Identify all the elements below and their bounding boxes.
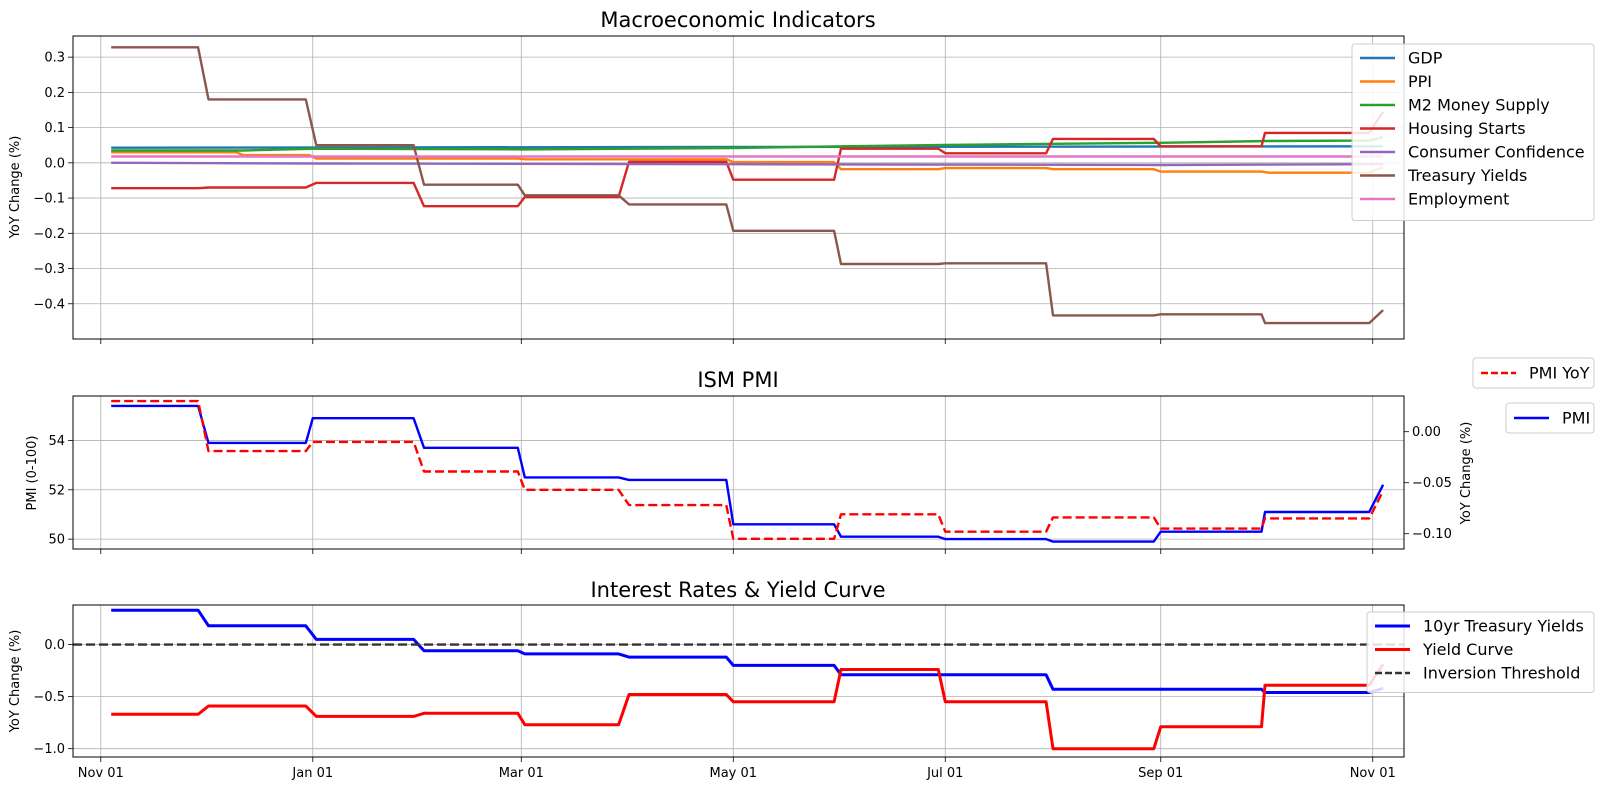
chart-title: Interest Rates & Yield Curve: [590, 578, 885, 602]
y-axis-label: YoY Change (%): [8, 630, 23, 734]
x-tick-label: Jul 01: [926, 766, 963, 781]
legend-box: [1366, 611, 1595, 693]
legend-box: [1472, 357, 1595, 389]
legend-label: Inversion Threshold: [1423, 664, 1580, 683]
legend-label: Employment: [1408, 190, 1509, 209]
y-tick-label: −0.2: [33, 227, 65, 242]
y-tick-label: −0.3: [33, 262, 65, 277]
series-line-m2-money-supply: [111, 135, 1384, 152]
y-axis-label: YoY Change (%): [8, 136, 23, 240]
panel-3: [68, 604, 1405, 762]
y-tick-label: 0.3: [44, 51, 65, 66]
y-tick-label: −1.0: [33, 742, 65, 757]
chart-title: Macroeconomic Indicators: [600, 8, 875, 32]
panel-2: [68, 395, 1409, 554]
legend-label: Consumer Confidence: [1408, 143, 1585, 162]
x-tick-label: May 01: [710, 766, 758, 781]
y-tick-label: 50: [48, 533, 65, 548]
x-tick-label: Jan 01: [291, 766, 333, 781]
y2-tick-label: −0.10: [1412, 527, 1452, 542]
y-tick-label: 0.1: [44, 121, 65, 136]
legend-box: [1505, 402, 1595, 434]
y-tick-label: −0.1: [33, 192, 65, 207]
x-tick-label: Nov 01: [1350, 766, 1396, 781]
legend-label: M2 Money Supply: [1408, 96, 1550, 115]
x-tick-label: Nov 01: [78, 766, 124, 781]
axes-frame: [72, 395, 1405, 550]
y-tick-label: −0.4: [33, 297, 65, 312]
y-tick-label: 0.2: [44, 86, 65, 101]
series-line-treasury-yields: [111, 46, 1384, 325]
x-tick-label: Mar 01: [499, 766, 544, 781]
axes-frame: [72, 604, 1405, 758]
legend-label: PMI YoY: [1529, 364, 1590, 383]
x-tick-label: Sep 01: [1138, 766, 1183, 781]
legend-label: PMI: [1562, 409, 1590, 428]
y-tick-label: 54: [48, 434, 65, 449]
panel-1: [68, 35, 1405, 344]
legend-label: Housing Starts: [1408, 119, 1526, 138]
y2-tick-label: 0.00: [1412, 425, 1441, 440]
series-group: [111, 399, 1385, 543]
y2-tick-label: −0.05: [1412, 476, 1452, 491]
legend-label: 10yr Treasury Yields: [1423, 617, 1584, 636]
series-line-pmi-yoy: [111, 399, 1385, 540]
y-axis-label: PMI (0-100): [25, 436, 40, 511]
legend-box: [1351, 43, 1595, 221]
legend-label: Treasury Yields: [1407, 166, 1527, 185]
series-group: [111, 46, 1385, 325]
chart-title: ISM PMI: [697, 368, 778, 392]
y2-axis-label: YoY Change (%): [1459, 422, 1474, 526]
y-tick-label: 0.0: [44, 638, 65, 653]
series-line-yield-curve: [111, 663, 1385, 751]
legend-label: PPI: [1408, 72, 1432, 91]
series-line-housing-starts: [111, 111, 1385, 208]
series-line-10yr-treasury-yields: [111, 608, 1384, 694]
legend-label: GDP: [1408, 49, 1443, 68]
series-group: [73, 608, 1404, 751]
series-line-pmi: [111, 404, 1385, 543]
y-tick-label: 52: [48, 483, 65, 498]
series-line-consumer-confidence: [111, 161, 1384, 167]
legend-label: Yield Curve: [1422, 640, 1513, 659]
y-tick-label: −0.5: [33, 690, 65, 705]
y-tick-label: 0.0: [44, 156, 65, 171]
